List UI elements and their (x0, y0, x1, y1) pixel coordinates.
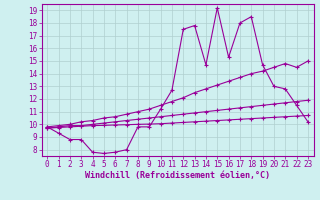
X-axis label: Windchill (Refroidissement éolien,°C): Windchill (Refroidissement éolien,°C) (85, 171, 270, 180)
